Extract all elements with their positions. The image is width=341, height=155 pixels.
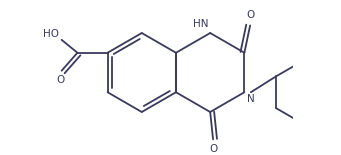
Text: O: O — [56, 75, 64, 85]
Text: N: N — [247, 94, 255, 104]
Text: O: O — [209, 144, 217, 154]
Text: HO: HO — [43, 29, 59, 39]
Text: O: O — [246, 10, 254, 20]
Text: HN: HN — [193, 19, 209, 29]
